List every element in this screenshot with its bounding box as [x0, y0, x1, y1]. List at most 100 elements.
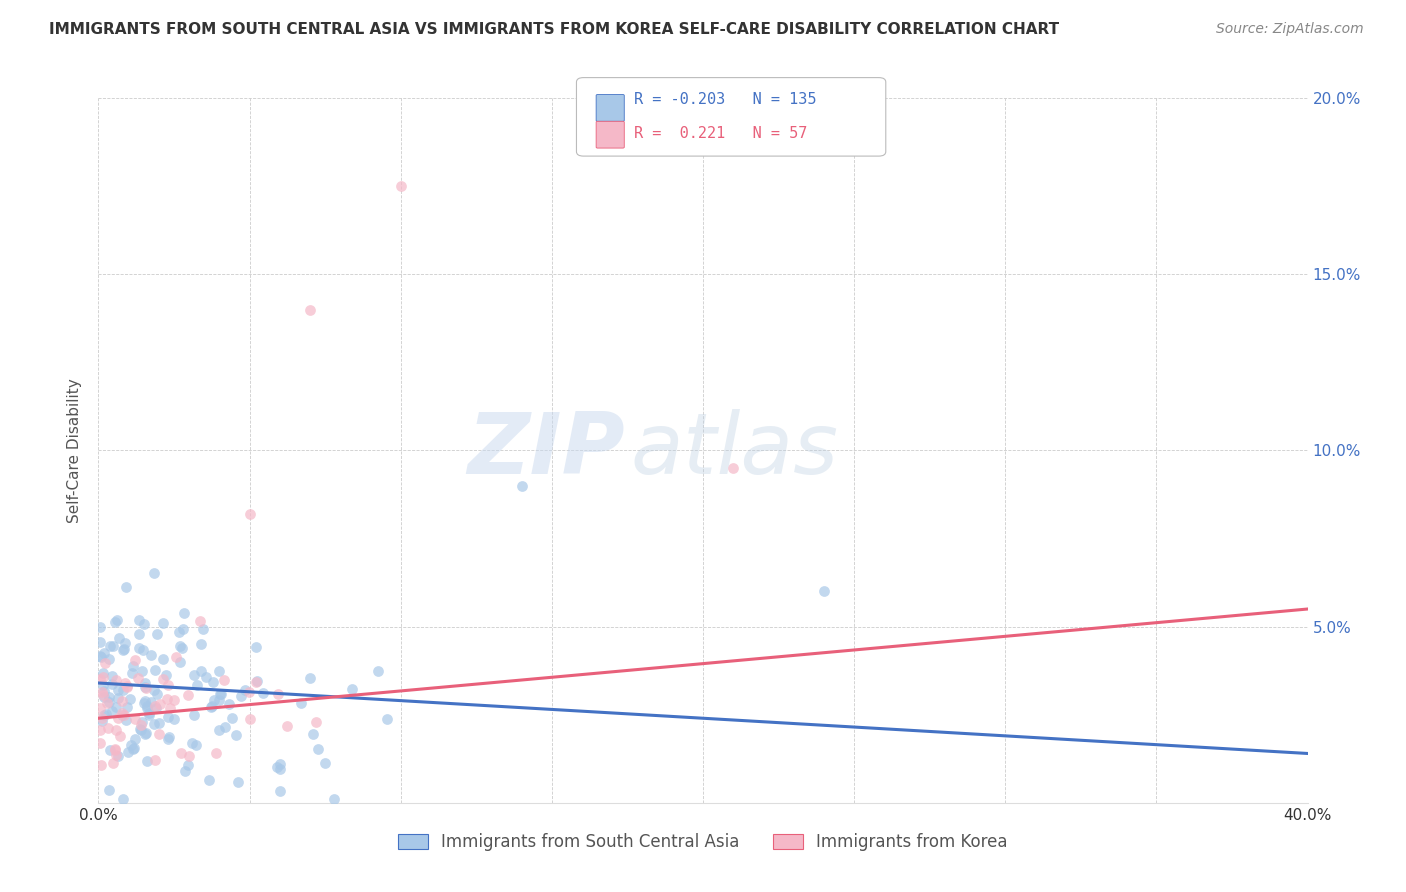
Point — [135, 698, 157, 713]
Point — [103, 756, 125, 771]
Point — [132, 616, 155, 631]
Point — [143, 717, 166, 731]
Point — [104, 742, 127, 756]
Point — [135, 681, 157, 695]
Point — [132, 697, 155, 711]
Point — [111, 643, 134, 657]
Point — [200, 700, 222, 714]
Point — [100, 742, 122, 756]
Point — [184, 738, 207, 752]
Point — [245, 640, 267, 655]
Point — [111, 792, 134, 806]
Point — [136, 754, 159, 768]
Point — [157, 730, 180, 744]
Point — [159, 701, 181, 715]
Point — [127, 671, 149, 685]
Point — [195, 670, 218, 684]
Point — [93, 684, 115, 698]
Point — [510, 478, 533, 492]
Point — [152, 672, 174, 686]
Point — [104, 615, 127, 629]
Point — [202, 692, 225, 706]
Point — [132, 643, 155, 657]
Point — [269, 783, 291, 797]
Point — [198, 772, 221, 787]
Point — [302, 727, 325, 741]
Point — [107, 691, 129, 706]
Point — [170, 640, 193, 655]
Text: R = -0.203   N = 135: R = -0.203 N = 135 — [634, 93, 817, 107]
Point — [128, 641, 150, 656]
Point — [98, 782, 121, 797]
Point — [139, 695, 162, 709]
Point — [134, 726, 156, 740]
Point — [146, 687, 169, 701]
Point — [209, 687, 232, 701]
Point — [90, 649, 112, 664]
Point — [107, 632, 129, 646]
Point — [266, 760, 288, 774]
Point — [93, 707, 115, 722]
Point — [143, 663, 166, 677]
Point — [91, 670, 114, 684]
Point — [131, 718, 153, 732]
Point — [121, 742, 143, 756]
Point — [128, 722, 150, 736]
Point — [91, 688, 114, 702]
Point — [152, 652, 174, 666]
Point — [188, 614, 211, 628]
Point — [93, 690, 115, 704]
Point — [105, 747, 128, 762]
Point — [177, 758, 200, 772]
Point — [139, 648, 162, 663]
Point — [134, 694, 156, 708]
Point — [91, 665, 114, 680]
Point — [246, 673, 269, 688]
Point — [89, 723, 111, 737]
Text: atlas: atlas — [630, 409, 838, 492]
Point — [205, 746, 228, 760]
Point — [114, 676, 136, 690]
Point — [124, 713, 146, 727]
Point — [112, 708, 135, 723]
Point — [148, 715, 170, 730]
Point — [239, 507, 262, 521]
Point — [163, 692, 186, 706]
Point — [89, 701, 111, 715]
Point — [267, 687, 290, 701]
Point — [120, 692, 142, 706]
Point — [124, 653, 146, 667]
Point — [105, 613, 128, 627]
Point — [201, 698, 224, 713]
Point — [145, 701, 167, 715]
Point — [305, 714, 328, 729]
Point — [156, 692, 179, 706]
Point — [89, 620, 111, 634]
Point — [101, 704, 124, 718]
Point — [211, 687, 233, 701]
Text: IMMIGRANTS FROM SOUTH CENTRAL ASIA VS IMMIGRANTS FROM KOREA SELF-CARE DISABILITY: IMMIGRANTS FROM SOUTH CENTRAL ASIA VS IM… — [49, 22, 1059, 37]
Point — [101, 677, 124, 691]
Point — [157, 678, 180, 692]
Point — [115, 714, 138, 728]
Point — [111, 708, 134, 723]
Point — [218, 697, 240, 711]
Point — [177, 688, 200, 702]
Point — [93, 656, 115, 670]
Point — [121, 665, 143, 680]
Point — [190, 637, 212, 651]
Point — [101, 669, 124, 683]
Point — [212, 673, 235, 687]
Point — [193, 622, 215, 636]
Point — [98, 652, 121, 666]
Point — [143, 566, 166, 580]
Point — [229, 689, 252, 703]
Point — [340, 682, 363, 697]
Point — [103, 639, 125, 653]
Point — [91, 678, 114, 692]
Point — [90, 714, 112, 729]
Text: Source: ZipAtlas.com: Source: ZipAtlas.com — [1216, 22, 1364, 37]
Point — [169, 656, 191, 670]
Point — [148, 727, 170, 741]
Point — [389, 179, 412, 194]
